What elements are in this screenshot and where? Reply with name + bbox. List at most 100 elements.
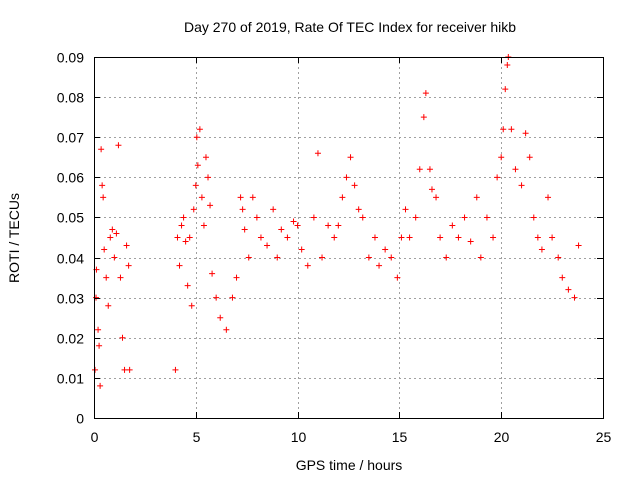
data-point (526, 154, 533, 161)
data-point (253, 214, 260, 221)
data-point (184, 282, 191, 289)
data-point (376, 262, 383, 269)
data-point (125, 262, 132, 269)
data-point (412, 214, 419, 221)
x-tick-label: 20 (494, 429, 510, 445)
data-point (538, 246, 545, 253)
data-point (117, 274, 124, 281)
data-point (500, 126, 507, 133)
data-point (98, 146, 105, 153)
y-tick-label: 0.05 (57, 210, 84, 226)
chart-title: Day 270 of 2019, Rate Of TEC Index for r… (184, 19, 516, 35)
data-point (188, 302, 195, 309)
data-point (359, 214, 366, 221)
y-tick-label: 0.01 (57, 371, 84, 387)
data-point (274, 254, 281, 261)
x-tick-label: 5 (193, 429, 201, 445)
data-point (314, 150, 321, 157)
data-point (100, 194, 107, 201)
data-point (461, 214, 468, 221)
data-point (257, 234, 264, 241)
data-point (490, 234, 497, 241)
y-tick-labels: 0 0.01 0.02 0.03 0.04 0.05 0.06 0.07 0.08 0.09 (57, 50, 84, 427)
data-point (233, 274, 240, 281)
x-tick-label: 15 (392, 429, 408, 445)
data-point (182, 238, 189, 245)
data-point (111, 254, 118, 261)
data-point (209, 270, 216, 277)
data-point (198, 194, 205, 201)
data-point (331, 234, 338, 241)
data-point (123, 242, 130, 249)
data-point (107, 234, 114, 241)
data-point (196, 126, 203, 133)
data-point (304, 262, 311, 269)
data-point (99, 182, 106, 189)
x-tick-labels: 0 5 10 15 20 25 (91, 429, 612, 445)
data-point (498, 154, 505, 161)
data-point (174, 234, 181, 241)
data-point (298, 246, 305, 253)
data-point (477, 254, 484, 261)
data-point (95, 326, 102, 333)
data-point (443, 254, 450, 261)
y-tick-label: 0.02 (57, 331, 84, 347)
data-point (119, 334, 126, 341)
data-point (178, 222, 185, 229)
data-point (103, 274, 110, 281)
data-point (284, 234, 291, 241)
data-point (176, 262, 183, 269)
grid-lines (94, 57, 603, 418)
data-point (355, 206, 362, 213)
y-axis-label: ROTI / TECUs (6, 193, 22, 283)
data-point (200, 222, 207, 229)
y-tick-label: 0.06 (57, 170, 84, 186)
data-point (264, 242, 271, 249)
x-tick-label: 10 (291, 429, 307, 445)
data-point (339, 194, 346, 201)
data-point (449, 222, 456, 229)
data-point (113, 230, 120, 237)
data-point (555, 254, 562, 261)
data-point (483, 214, 490, 221)
data-point (223, 326, 230, 333)
x-tick-label: 0 (91, 429, 99, 445)
y-tick-label: 0.07 (57, 130, 84, 146)
data-point (575, 242, 582, 249)
data-point (530, 214, 537, 221)
data-points (92, 54, 582, 389)
data-point (522, 130, 529, 137)
data-point (433, 194, 440, 201)
data-point (512, 166, 519, 173)
data-point (394, 274, 401, 281)
data-point (109, 226, 116, 233)
y-tick-label: 0.03 (57, 291, 84, 307)
axis-ticks (94, 57, 604, 419)
data-point (420, 114, 427, 121)
data-point (105, 302, 112, 309)
data-point (290, 218, 297, 225)
data-point (207, 202, 214, 209)
data-point (294, 222, 301, 229)
data-point (92, 366, 99, 373)
data-point (382, 246, 389, 253)
data-point (467, 238, 474, 245)
data-point (508, 126, 515, 133)
data-point (190, 206, 197, 213)
data-point (371, 234, 378, 241)
y-tick-label: 0.04 (57, 251, 84, 267)
data-point (473, 194, 480, 201)
data-point (193, 134, 200, 141)
data-point (121, 366, 128, 373)
data-point (388, 254, 395, 261)
data-point (97, 382, 104, 389)
data-point (325, 222, 332, 229)
data-point (549, 234, 556, 241)
data-point (428, 186, 435, 193)
data-point (559, 274, 566, 281)
data-point (229, 294, 236, 301)
data-point (186, 234, 193, 241)
data-point (406, 234, 413, 241)
data-point (518, 182, 525, 189)
